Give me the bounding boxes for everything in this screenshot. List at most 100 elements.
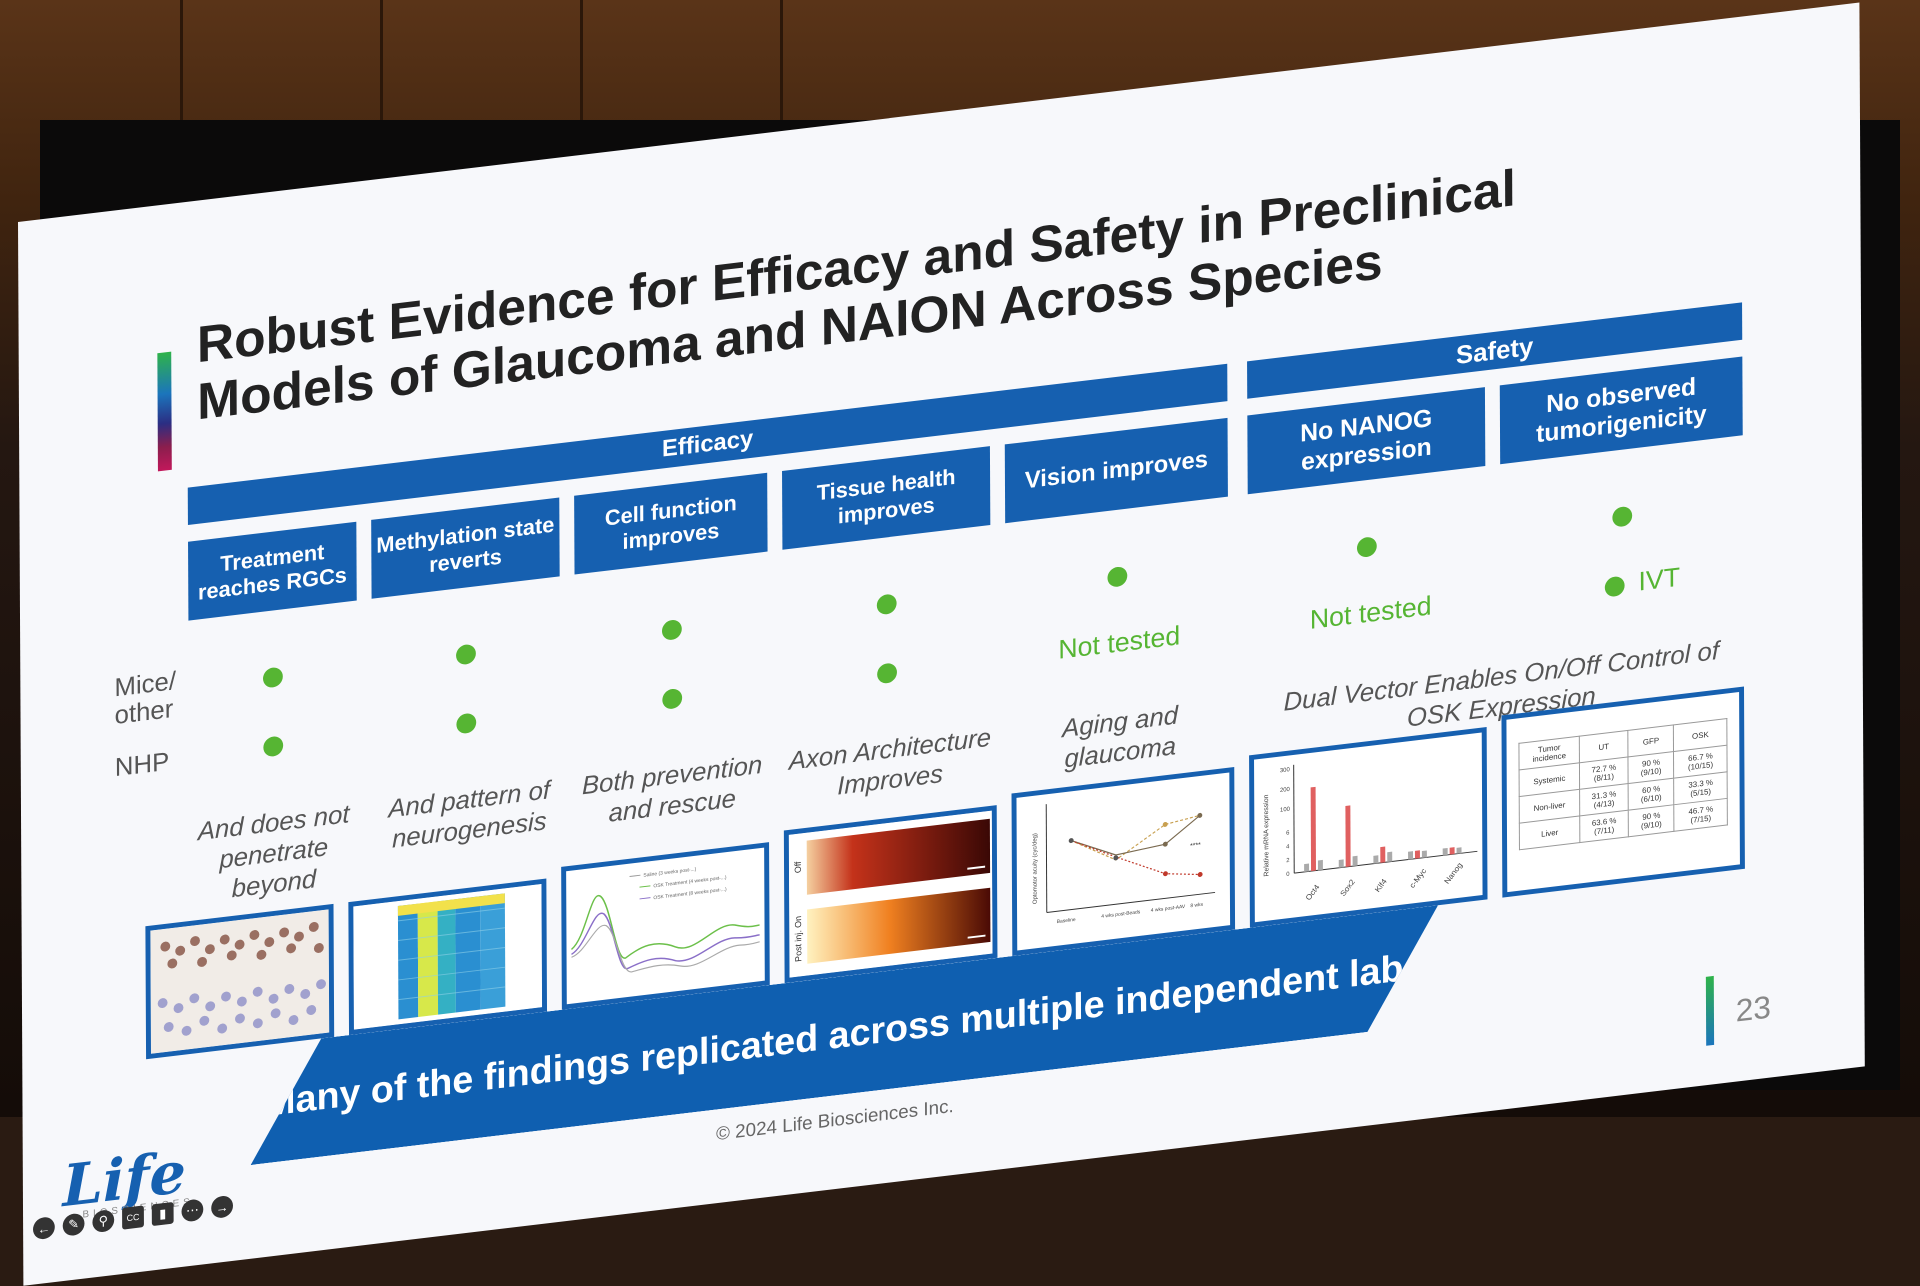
series-line-2 — [1070, 814, 1201, 856]
significance-marker: **** — [1190, 842, 1201, 850]
xtick-4wk-aav: 4 wks post-AAV — [1151, 904, 1186, 914]
histology-image — [150, 909, 330, 1054]
bar — [1317, 859, 1323, 871]
legend-line-osk-4wk — [639, 885, 651, 888]
y-axis — [1293, 764, 1295, 874]
legend-line-osk-8wk — [639, 897, 651, 900]
caption-methylation: And pattern of neurogenesis — [388, 774, 551, 854]
gene-klf4: Klf4 — [1373, 877, 1389, 894]
panel-vision-chart: Optomotor acuity (cyc/deg) **** Baseline… — [1011, 766, 1236, 957]
nerve-image-off — [806, 818, 991, 895]
bar — [1310, 786, 1317, 872]
dot-mice-methylation — [456, 643, 476, 666]
series-line-3 — [1070, 840, 1201, 876]
gene-cmyc: c-Myc — [1408, 867, 1428, 890]
bar — [1345, 805, 1351, 868]
point — [1197, 812, 1203, 818]
dot-mice-function — [661, 618, 682, 641]
point — [1113, 855, 1119, 861]
legend-osk-4wk: OSK Treatment (4 weeks post-...) — [653, 875, 727, 890]
bar — [1414, 850, 1420, 859]
ivt-label: IVT — [1638, 562, 1681, 597]
optic-nerve-images: Off Post inj. On — [788, 810, 993, 978]
ytick-6: 6 — [1286, 830, 1290, 836]
previous-slide-icon[interactable]: ← — [32, 1216, 55, 1241]
accent-bar — [157, 351, 172, 472]
caption-vision: Aging and glaucoma — [1062, 699, 1179, 774]
vision-line-chart: Optomotor acuity (cyc/deg) **** Baseline… — [1032, 804, 1216, 925]
bar — [1408, 851, 1414, 860]
point — [1068, 838, 1074, 844]
ytick-300: 300 — [1280, 767, 1291, 774]
wall-stripe — [580, 0, 583, 150]
bar — [1338, 859, 1344, 868]
panel-tumor-table: Tumor incidence UT GFP OSK Systemic 72.7… — [1501, 686, 1745, 898]
nanog-bar-chart: Relative mRNA expression 0 2 4 6 100 200… — [1263, 764, 1478, 902]
screen-icon[interactable]: ▮ — [151, 1201, 174, 1227]
legend-line-saline — [629, 874, 641, 877]
zoom-icon[interactable]: ⚲ — [92, 1208, 115, 1234]
col-header-methylation: Methylation state reverts — [371, 497, 560, 599]
col-header-rgc: Treatment reaches RGCs — [188, 521, 357, 621]
dot-nhp-function — [662, 687, 683, 710]
not-tested-vision: Not tested — [1058, 620, 1181, 665]
point — [1162, 821, 1168, 827]
bar — [1352, 855, 1358, 867]
gene-sox2: Sox2 — [1338, 878, 1356, 898]
caption-rgc: And does not penetrate beyond — [197, 798, 350, 904]
xtick-8wk: 8 wks — [1190, 902, 1203, 910]
captions-icon[interactable]: CC — [122, 1205, 144, 1230]
next-slide-icon[interactable]: → — [211, 1194, 234, 1220]
dot-mice-rgc — [262, 666, 283, 689]
point — [1197, 872, 1203, 877]
trace-osk-4wk — [570, 894, 760, 959]
xtick-baseline: Baseline — [1057, 917, 1076, 925]
tumor-incidence-table: Tumor incidence UT GFP OSK Systemic 72.7… — [1518, 718, 1728, 850]
dot-mice-tissue — [876, 593, 897, 616]
bar — [1449, 847, 1455, 855]
not-tested-nanog: Not tested — [1309, 590, 1432, 635]
wall-stripe — [180, 0, 183, 150]
point — [1162, 871, 1168, 877]
dot-nhp-methylation — [456, 712, 477, 735]
label-post-inj-on: Post inj. On — [793, 915, 803, 962]
panel-cell-function-traces: Saline (3 weeks post-...) OSK Treatment … — [561, 842, 770, 1010]
row-label-nhp: NHP — [114, 746, 170, 783]
slide: Robust Evidence for Efficacy and Safety … — [18, 2, 1865, 1286]
wall-stripe — [380, 0, 383, 150]
ytick-2: 2 — [1286, 858, 1289, 864]
trace-osk-8wk — [571, 912, 760, 970]
more-options-icon[interactable]: ⋯ — [181, 1198, 204, 1223]
scale-bar — [967, 865, 986, 870]
col-header-tumorigenicity: No observed tumorigenicity — [1499, 356, 1743, 465]
panel-nanog-chart: Relative mRNA expression 0 2 4 6 100 200… — [1249, 727, 1488, 928]
dot-mice-vision — [1107, 565, 1128, 588]
erg-trace-chart: Saline (3 weeks post-...) OSK Treatment … — [570, 866, 760, 973]
panel-tissue-health: Off Post inj. On — [783, 805, 998, 984]
caption-tissue: Axon Architecture Improves — [788, 722, 992, 801]
caption-function: Both prevention and rescue — [581, 749, 763, 828]
xtick-4wk-beads: 4 wks post-Beads — [1101, 909, 1140, 920]
scale-bar — [967, 934, 986, 939]
col-header-tissue: Tissue health improves — [782, 446, 991, 550]
bar — [1380, 846, 1386, 863]
pen-icon[interactable]: ✎ — [62, 1212, 85, 1237]
bar — [1456, 847, 1462, 854]
x-axis — [1046, 891, 1216, 913]
footer-accent-bar — [1705, 975, 1715, 1046]
trace-saline — [571, 924, 760, 973]
gene-nanog: Nanog — [1442, 861, 1464, 885]
col-header-vision: Vision improves — [1004, 417, 1228, 524]
slide-title: Robust Evidence for Efficacy and Safety … — [196, 159, 1516, 432]
point — [1162, 841, 1168, 847]
nerve-image-on — [807, 887, 991, 964]
ytick-100: 100 — [1280, 807, 1291, 814]
legend-saline: Saline (3 weeks post-...) — [643, 866, 696, 878]
ytick-4: 4 — [1286, 844, 1290, 850]
bar — [1373, 855, 1379, 864]
col-header-cell-function: Cell function improves — [574, 472, 768, 575]
row-label-mice: Mice/ other — [114, 665, 177, 730]
panel-histology — [145, 903, 335, 1060]
bar — [1304, 863, 1310, 872]
series-line-1 — [1070, 814, 1200, 861]
